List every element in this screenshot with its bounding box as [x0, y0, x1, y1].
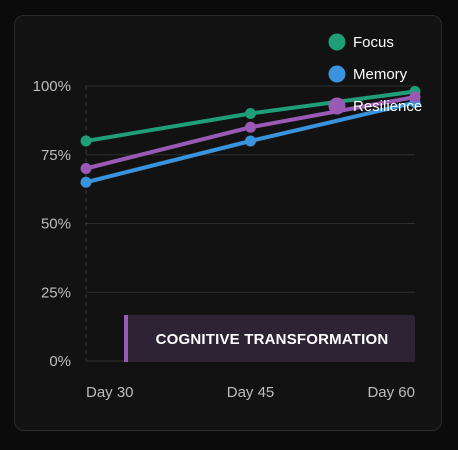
annotation-accent-bar	[124, 315, 128, 362]
legend-marker-resilience	[328, 97, 346, 115]
y-tick-label: 0%	[49, 353, 71, 370]
legend-label-focus: Focus	[353, 34, 394, 51]
data-point-memory	[80, 176, 92, 188]
legend: Focus Memory Resilience	[328, 33, 422, 115]
data-point-resilience	[409, 91, 421, 103]
legend-marker-focus	[328, 33, 346, 51]
annotation-callout: COGNITIVE TRANSFORMATION	[124, 315, 415, 362]
data-point-focus	[245, 108, 256, 119]
data-point-resilience	[245, 121, 256, 133]
x-axis-ticks: Day 30 Day 45 Day 60	[86, 384, 415, 401]
y-tick-label: 100%	[33, 78, 71, 95]
y-axis-ticks: 0% 25% 50% 75% 100%	[33, 78, 71, 370]
y-tick-label: 50%	[41, 216, 71, 233]
annotation-text: COGNITIVE TRANSFORMATION	[156, 331, 389, 348]
y-tick-label: 75%	[41, 147, 71, 164]
data-point-memory	[245, 135, 256, 147]
legend-marker-memory	[328, 65, 346, 83]
legend-label-memory: Memory	[353, 66, 408, 83]
y-tick-label: 25%	[41, 284, 71, 301]
x-tick-label: Day 45	[227, 384, 275, 401]
series-points	[80, 86, 421, 188]
data-point-resilience	[80, 163, 92, 174]
data-point-focus	[80, 135, 92, 147]
annotation-background	[124, 315, 415, 362]
legend-label-resilience: Resilience	[353, 98, 422, 115]
x-tick-label: Day 60	[367, 384, 415, 401]
x-tick-label: Day 30	[86, 384, 134, 401]
